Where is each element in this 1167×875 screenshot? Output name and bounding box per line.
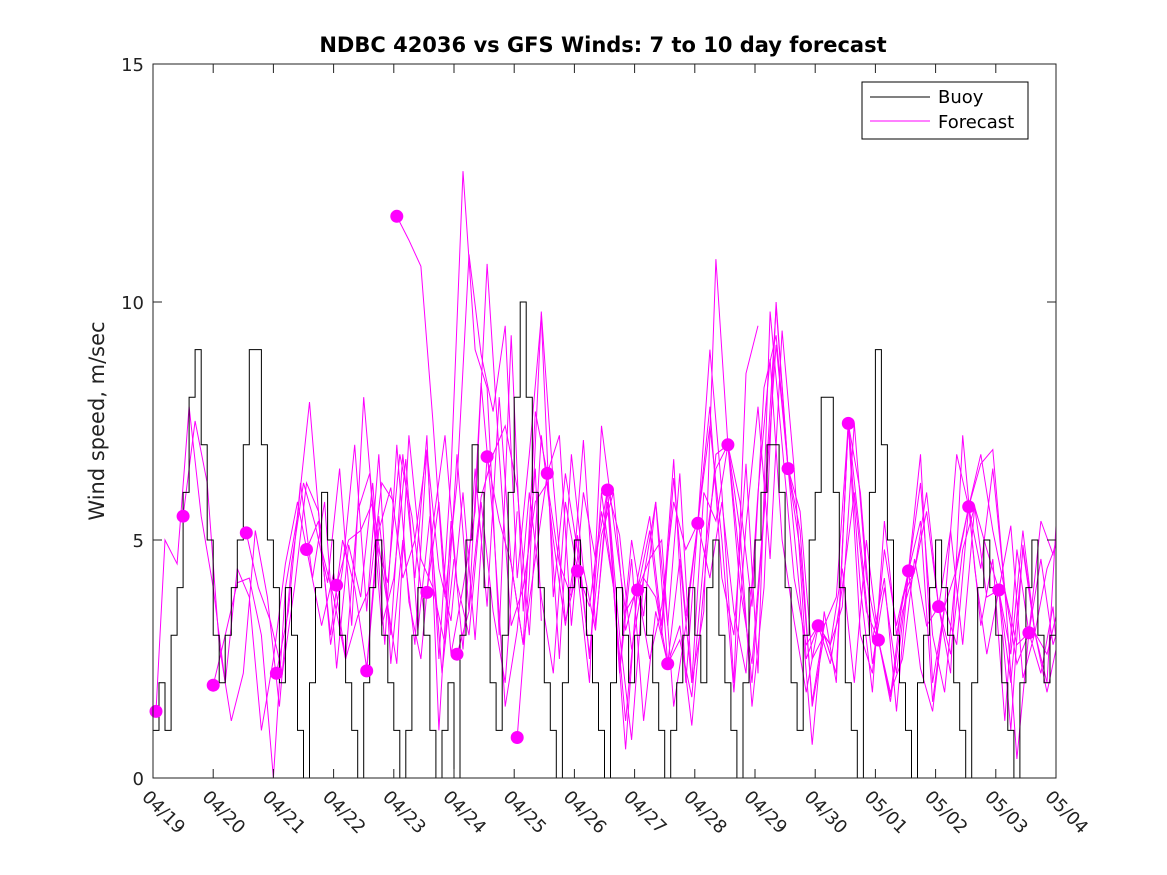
forecast-start-marker-2: [176, 509, 190, 523]
forecast-line-11: [456, 424, 699, 750]
forecast-start-marker-19: [691, 516, 705, 530]
legend-buoy-label: Buoy: [938, 87, 984, 108]
forecast-start-marker-6: [300, 543, 313, 556]
legend: Buoy Forecast: [861, 81, 1029, 140]
forecast-start-marker-26: [932, 600, 946, 614]
forecast-start-marker-14: [540, 466, 554, 480]
forecast-line-25: [908, 448, 1057, 760]
forecast-line-7: [336, 382, 578, 707]
forecast-line-6: [306, 397, 548, 731]
forecast-start-marker-18: [661, 657, 675, 671]
forecast-start-marker-5: [269, 666, 283, 680]
forecast-start-marker-3: [206, 678, 220, 692]
forecast-start-marker-25: [902, 564, 915, 578]
y-tick-label: 10: [121, 293, 144, 314]
forecast-start-marker-17: [631, 583, 645, 597]
forecast-start-marker-24: [871, 633, 885, 647]
forecast-line-10: [426, 263, 669, 721]
forecast-start-marker-20: [721, 438, 735, 452]
forecast-start-marker-8: [360, 664, 374, 678]
plot-area: [153, 64, 1056, 778]
forecast-start-marker-1: [149, 704, 163, 718]
forecast-start-marker-28: [992, 583, 1006, 597]
forecast-line-9: [396, 216, 639, 655]
forecast-line-28: [998, 549, 1057, 683]
forecast-start-marker-23: [841, 416, 855, 430]
y-tick-label: 5: [133, 531, 144, 552]
y-tick-label: 0: [133, 769, 144, 790]
forecast-line-17: [637, 311, 879, 674]
forecast-start-marker-4: [239, 526, 253, 540]
forecast-line-8: [366, 171, 542, 671]
forecast-line-1: [155, 406, 395, 731]
forecast-start-marker-11: [450, 647, 464, 661]
forecast-start-marker-27: [962, 500, 976, 514]
forecast-line-5: [275, 435, 518, 683]
series-layer: [149, 171, 1057, 779]
y-tick-label: 15: [121, 55, 144, 76]
forecast-start-marker-15: [570, 564, 584, 578]
forecast-start-marker-22: [811, 619, 825, 633]
y-axis-label: Wind speed, m/sec: [85, 321, 109, 520]
axes-frame: [152, 63, 1057, 779]
forecast-start-marker-10: [420, 585, 434, 599]
forecast-start-marker-29: [1022, 626, 1036, 640]
forecast-start-marker-9: [390, 209, 404, 223]
forecast-start-marker-7: [330, 578, 344, 592]
forecast-start-marker-16: [601, 483, 614, 497]
forecast-line-3: [212, 401, 455, 779]
forecast-line-24: [877, 492, 1057, 698]
forecast-start-marker-13: [510, 731, 524, 744]
forecast-start-marker-21: [781, 462, 795, 476]
legend-box: [861, 81, 1029, 140]
legend-forecast-label: Forecast: [938, 112, 1014, 133]
forecast-start-marker-12: [480, 450, 494, 464]
forecast-line-27: [968, 468, 1057, 674]
chart-title: NDBC 42036 vs GFS Winds: 7 to 10 day for…: [319, 33, 886, 57]
